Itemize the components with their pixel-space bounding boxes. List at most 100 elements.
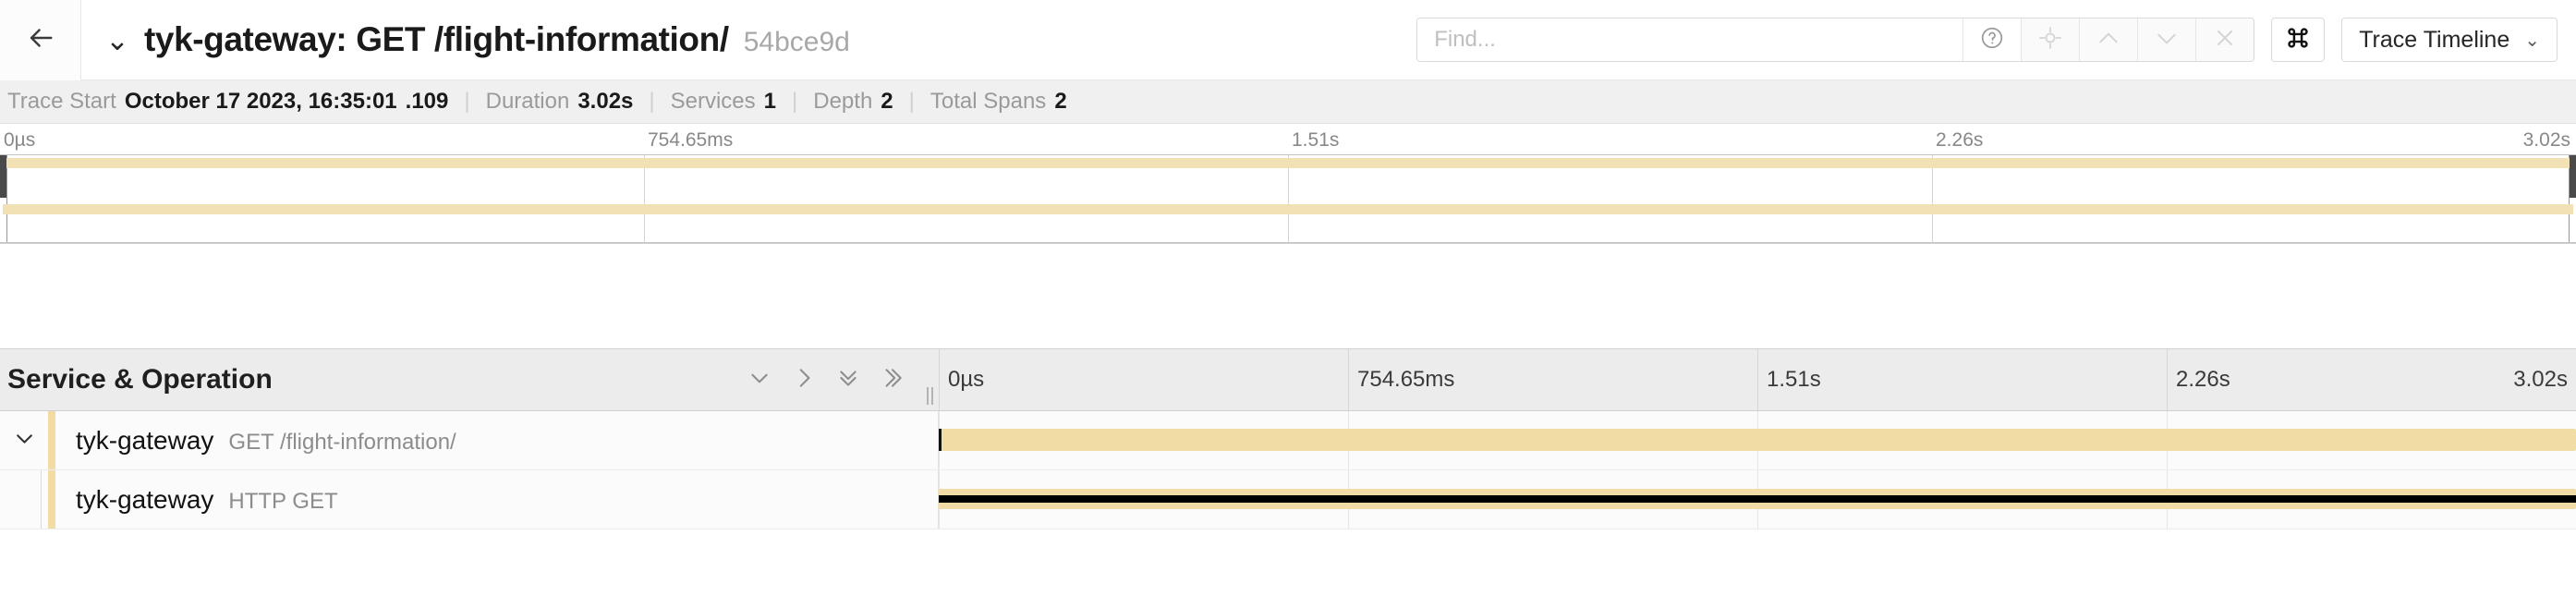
timeline-tick-axis: 0µs 754.65ms 1.51s 2.26s 3.02s bbox=[939, 349, 2576, 410]
meta-separator: | bbox=[464, 89, 470, 114]
timeline-tick-cell: 2.26s 3.02s bbox=[2167, 349, 2576, 410]
span-operation-name: HTTP GET bbox=[228, 488, 338, 514]
tree-connector-line bbox=[41, 470, 42, 529]
timeline-tick-cell: 0µs bbox=[939, 349, 1348, 410]
span-service-name: tyk-gateway bbox=[76, 484, 214, 514]
timeline-tick-label: 3.02s bbox=[2513, 367, 2568, 392]
trace-id: 54bce9d bbox=[743, 27, 850, 57]
meta-value: 2 bbox=[1054, 89, 1067, 114]
chevron-down-icon bbox=[2155, 26, 2179, 55]
chevron-down-icon bbox=[747, 366, 772, 395]
chevron-up-icon bbox=[2096, 26, 2120, 55]
meta-separator: | bbox=[792, 89, 798, 114]
meta-value: 2 bbox=[881, 89, 893, 114]
minimap-gridline bbox=[1932, 155, 1933, 242]
view-mode-label: Trace Timeline bbox=[2359, 26, 2510, 53]
span-label-group: tyk-gateway GET /flight-information/ bbox=[55, 426, 456, 456]
minimap-gridline bbox=[1288, 155, 1289, 242]
content-spacer bbox=[0, 244, 2576, 348]
meta-separator: | bbox=[649, 89, 655, 114]
double-chevron-down-icon bbox=[836, 366, 860, 395]
search-group bbox=[1416, 18, 2255, 62]
expand-all-button[interactable] bbox=[870, 358, 915, 402]
minimap-span-root bbox=[3, 158, 2573, 168]
timeline-tick-label: 0µs bbox=[948, 367, 985, 392]
span-row-timeline-cell[interactable] bbox=[939, 411, 2576, 469]
minimap-tick-label: 754.65ms bbox=[648, 129, 734, 151]
span-service-name: tyk-gateway bbox=[76, 425, 214, 455]
chevron-down-icon bbox=[13, 427, 36, 455]
focus-target-icon bbox=[2038, 26, 2062, 55]
minimap-drag-handle-right[interactable] bbox=[2570, 155, 2576, 198]
back-button[interactable] bbox=[0, 0, 81, 80]
timeline-tick-label: 1.51s bbox=[1767, 367, 1821, 392]
meta-total-spans: Total Spans 2 bbox=[930, 89, 1067, 115]
span-row[interactable]: tyk-gateway GET /flight-information/ bbox=[0, 411, 2576, 470]
span-row-name-cell[interactable]: tyk-gateway HTTP GET bbox=[0, 470, 939, 529]
span-row-timeline-cell[interactable] bbox=[939, 470, 2576, 529]
timeline-tick-label: 754.65ms bbox=[1357, 367, 1455, 392]
double-chevron-right-icon bbox=[881, 366, 905, 395]
span-row-list: tyk-gateway GET /flight-information/tyk-g… bbox=[0, 411, 2576, 529]
help-icon-button[interactable] bbox=[1962, 18, 2022, 61]
column-resize-handle[interactable] bbox=[927, 387, 933, 405]
minimap-gridline bbox=[644, 155, 645, 242]
clear-search-button[interactable] bbox=[2195, 18, 2254, 61]
minimap-tick-label: 2.26s bbox=[1936, 129, 1984, 151]
meta-services: Services 1 bbox=[671, 89, 776, 115]
prev-result-button[interactable] bbox=[2079, 18, 2138, 61]
chevron-right-icon bbox=[792, 366, 816, 395]
next-result-button[interactable] bbox=[2137, 18, 2196, 61]
collapse-all-button[interactable] bbox=[826, 358, 870, 402]
minimap-tick-axis: 0µs 754.65ms 1.51s 2.26s 3.02s bbox=[0, 124, 2576, 154]
meta-duration: Duration 3.02s bbox=[486, 89, 634, 115]
expand-one-button[interactable] bbox=[782, 358, 826, 402]
timeline-tick-label: 2.26s bbox=[2176, 367, 2230, 392]
meta-label: Trace Start bbox=[7, 89, 116, 114]
span-start-marker bbox=[939, 429, 942, 451]
minimap-viewport-edge-right bbox=[2569, 155, 2570, 242]
arrow-left-icon bbox=[25, 22, 56, 58]
minimap-canvas[interactable] bbox=[0, 154, 2576, 243]
search-input[interactable] bbox=[1417, 18, 1963, 61]
trace-title-group: ⌄ tyk-gateway: GET /flight-information/ … bbox=[81, 20, 850, 59]
span-row-name-cell[interactable]: tyk-gateway GET /flight-information/ bbox=[0, 411, 939, 469]
meta-value: 3.02s bbox=[577, 89, 634, 114]
span-row[interactable]: tyk-gateway HTTP GET bbox=[0, 470, 2576, 529]
minimap-span-child bbox=[3, 204, 2573, 214]
span-expand-toggle[interactable] bbox=[0, 427, 48, 455]
column-header-label: Service & Operation bbox=[7, 364, 273, 395]
meta-label: Duration bbox=[485, 89, 570, 114]
span-color-swatch bbox=[48, 470, 55, 529]
span-label-group: tyk-gateway HTTP GET bbox=[55, 485, 338, 515]
minimap-tick-label: 0µs bbox=[4, 129, 36, 151]
view-mode-select[interactable]: Trace Timeline ⌄ bbox=[2341, 18, 2558, 62]
meta-label: Depth bbox=[813, 89, 873, 114]
keyboard-shortcuts-button[interactable] bbox=[2271, 18, 2326, 62]
minimap-viewport-edge-left bbox=[6, 155, 7, 242]
meta-value-fraction: .109 bbox=[405, 89, 449, 114]
tree-controls bbox=[737, 358, 939, 402]
focus-target-button[interactable] bbox=[2021, 18, 2080, 61]
meta-trace-start: Trace Start October 17 2023, 16:35:01 .10… bbox=[7, 89, 448, 115]
meta-label: Services bbox=[670, 89, 756, 114]
collapse-one-button[interactable] bbox=[737, 358, 782, 402]
title-collapse-caret-icon[interactable]: ⌄ bbox=[105, 23, 129, 56]
command-icon bbox=[2285, 25, 2311, 55]
span-operation-name: GET /flight-information/ bbox=[228, 429, 456, 455]
span-duration-bar[interactable] bbox=[939, 429, 2576, 451]
meta-label: Total Spans bbox=[930, 89, 1047, 114]
timeline-tick-cell: 1.51s bbox=[1757, 349, 2167, 410]
help-icon bbox=[1980, 26, 2004, 55]
meta-value: October 17 2023, 16:35:01 bbox=[124, 89, 397, 114]
header-actions: Trace Timeline ⌄ bbox=[1416, 0, 2576, 79]
chevron-down-icon: ⌄ bbox=[2524, 30, 2540, 51]
minimap-drag-handle-left[interactable] bbox=[0, 155, 6, 198]
span-color-swatch bbox=[48, 411, 55, 469]
close-x-icon bbox=[2213, 26, 2237, 55]
timeline-name-column-header: Service & Operation bbox=[0, 349, 939, 410]
minimap-tick-label: 1.51s bbox=[1292, 129, 1340, 151]
span-duration-bar[interactable] bbox=[939, 489, 2576, 509]
trace-minimap[interactable]: 0µs 754.65ms 1.51s 2.26s 3.02s bbox=[0, 124, 2576, 244]
trace-meta-bar: Trace Start October 17 2023, 16:35:01 .10… bbox=[0, 80, 2576, 124]
